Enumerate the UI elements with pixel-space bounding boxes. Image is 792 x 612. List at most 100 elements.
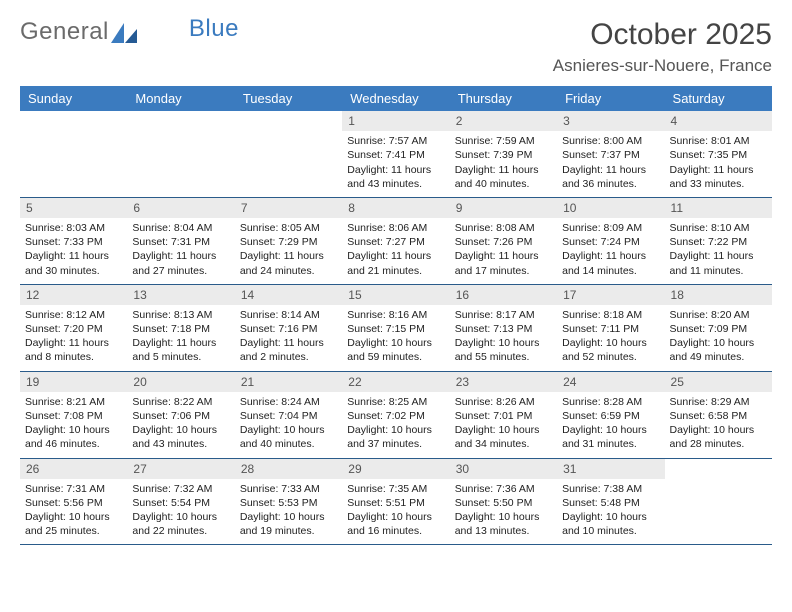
daylight-text: Daylight: 10 hours <box>347 423 444 437</box>
day-cell: 21Sunrise: 8:24 AMSunset: 7:04 PMDayligh… <box>235 372 342 458</box>
weekday-label: Friday <box>557 86 664 111</box>
daylight-text: Daylight: 10 hours <box>132 510 229 524</box>
sunset-text: Sunset: 5:51 PM <box>347 496 444 510</box>
day-cell: 3 Sunrise: 8:00 AMSunset: 7:37 PMDaylight… <box>557 111 664 197</box>
sunset-text: Sunset: 7:04 PM <box>240 409 337 423</box>
sunrise-text: Sunrise: 7:33 AM <box>240 482 337 496</box>
day-cell: 2 Sunrise: 7:59 AMSunset: 7:39 PMDaylight… <box>450 111 557 197</box>
daylight-text: Daylight: 11 hours <box>240 249 337 263</box>
sunrise-text: Sunrise: 7:35 AM <box>347 482 444 496</box>
daylight-text: and 46 minutes. <box>25 437 122 451</box>
day-details: Sunrise: 7:38 AMSunset: 5:48 PMDaylight:… <box>558 482 663 539</box>
daylight-text: Daylight: 10 hours <box>347 336 444 350</box>
day-details: Sunrise: 7:59 AMSunset: 7:39 PMDaylight:… <box>451 134 556 191</box>
day-cell: 26Sunrise: 7:31 AMSunset: 5:56 PMDayligh… <box>20 459 127 545</box>
sunset-text: Sunset: 7:33 PM <box>25 235 122 249</box>
daylight-text: and 14 minutes. <box>562 264 659 278</box>
day-number: 30 <box>450 459 557 479</box>
daylight-text: and 22 minutes. <box>132 524 229 538</box>
day-details: Sunrise: 8:05 AMSunset: 7:29 PMDaylight:… <box>236 221 341 278</box>
week-row: 1Sunrise: 7:57 AMSunset: 7:41 PMDaylight… <box>20 111 772 198</box>
day-cell: 19 Sunrise: 8:21 AMSunset: 7:08 PMDayligh… <box>20 372 127 458</box>
sunrise-text: Sunrise: 8:04 AM <box>132 221 229 235</box>
daylight-text: and 24 minutes. <box>240 264 337 278</box>
day-number: 14 <box>235 285 342 305</box>
day-cell: 28 Sunrise: 7:33 AMSunset: 5:53 PMDayligh… <box>235 459 342 545</box>
sunrise-text: Sunrise: 8:28 AM <box>562 395 659 409</box>
daylight-text: Daylight: 10 hours <box>562 510 659 524</box>
sunset-text: Sunset: 7:26 PM <box>455 235 552 249</box>
brand-logo: General Blue <box>20 18 239 46</box>
sunrise-text: Sunrise: 7:32 AM <box>132 482 229 496</box>
sunrise-text: Sunrise: 8:29 AM <box>670 395 767 409</box>
sunset-text: Sunset: 5:53 PM <box>240 496 337 510</box>
sunrise-text: Sunrise: 7:36 AM <box>455 482 552 496</box>
day-number: 27 <box>127 459 234 479</box>
day-cell <box>665 459 772 545</box>
daylight-text: and 28 minutes. <box>670 437 767 451</box>
day-number: 28 <box>235 459 342 479</box>
sunrise-text: Sunrise: 8:14 AM <box>240 308 337 322</box>
week-row: 19 Sunrise: 8:21 AMSunset: 7:08 PMDayligh… <box>20 372 772 459</box>
day-number: 3 <box>557 111 664 131</box>
day-details: Sunrise: 7:36 AMSunset: 5:50 PMDaylight:… <box>451 482 556 539</box>
day-cell: 8Sunrise: 8:06 AMSunset: 7:27 PMDaylight… <box>342 198 449 284</box>
sunrise-text: Sunrise: 8:20 AM <box>670 308 767 322</box>
daylight-text: Daylight: 10 hours <box>240 510 337 524</box>
daylight-text: and 40 minutes. <box>455 177 552 191</box>
brand-sail-icon <box>111 22 137 42</box>
day-details: Sunrise: 8:21 AMSunset: 7:08 PMDaylight:… <box>21 395 126 452</box>
day-cell: 4 Sunrise: 8:01 AMSunset: 7:35 PMDaylight… <box>665 111 772 197</box>
sunset-text: Sunset: 7:06 PM <box>132 409 229 423</box>
sunset-text: Sunset: 7:08 PM <box>25 409 122 423</box>
day-number: 4 <box>665 111 772 131</box>
sunset-text: Sunset: 7:29 PM <box>240 235 337 249</box>
daylight-text: Daylight: 11 hours <box>670 163 767 177</box>
day-cell: 16Sunrise: 8:17 AMSunset: 7:13 PMDayligh… <box>450 285 557 371</box>
sunrise-text: Sunrise: 7:59 AM <box>455 134 552 148</box>
sunrise-text: Sunrise: 8:10 AM <box>670 221 767 235</box>
sunset-text: Sunset: 7:20 PM <box>25 322 122 336</box>
day-number: 19 <box>20 372 127 392</box>
daylight-text: and 13 minutes. <box>455 524 552 538</box>
location-label: Asnieres-sur-Nouere, France <box>553 56 772 76</box>
day-number: 11 <box>665 198 772 218</box>
sunrise-text: Sunrise: 8:13 AM <box>132 308 229 322</box>
day-details: Sunrise: 8:00 AMSunset: 7:37 PMDaylight:… <box>558 134 663 191</box>
day-cell: 10Sunrise: 8:09 AMSunset: 7:24 PMDayligh… <box>557 198 664 284</box>
daylight-text: Daylight: 10 hours <box>455 510 552 524</box>
day-number: 8 <box>342 198 449 218</box>
day-number: 2 <box>450 111 557 131</box>
daylight-text: and 21 minutes. <box>347 264 444 278</box>
day-number: 17 <box>557 285 664 305</box>
daylight-text: and 36 minutes. <box>562 177 659 191</box>
day-cell: 30 Sunrise: 7:36 AMSunset: 5:50 PMDayligh… <box>450 459 557 545</box>
day-details: Sunrise: 7:35 AMSunset: 5:51 PMDaylight:… <box>343 482 448 539</box>
day-number: 16 <box>450 285 557 305</box>
sunrise-text: Sunrise: 8:26 AM <box>455 395 552 409</box>
day-number: 31 <box>557 459 664 479</box>
day-cell: 6Sunrise: 8:04 AMSunset: 7:31 PMDaylight… <box>127 198 234 284</box>
sunset-text: Sunset: 7:37 PM <box>562 148 659 162</box>
sunrise-text: Sunrise: 8:06 AM <box>347 221 444 235</box>
day-details: Sunrise: 8:24 AMSunset: 7:04 PMDaylight:… <box>236 395 341 452</box>
daylight-text: Daylight: 11 hours <box>670 249 767 263</box>
day-details: Sunrise: 8:14 AMSunset: 7:16 PMDaylight:… <box>236 308 341 365</box>
daylight-text: Daylight: 10 hours <box>347 510 444 524</box>
sunset-text: Sunset: 7:11 PM <box>562 322 659 336</box>
day-number: 23 <box>450 372 557 392</box>
daylight-text: and 30 minutes. <box>25 264 122 278</box>
sunrise-text: Sunrise: 8:12 AM <box>25 308 122 322</box>
day-details: Sunrise: 8:01 AMSunset: 7:35 PMDaylight:… <box>666 134 771 191</box>
daylight-text: and 52 minutes. <box>562 350 659 364</box>
daylight-text: and 37 minutes. <box>347 437 444 451</box>
day-number: 12 <box>20 285 127 305</box>
day-number: 1 <box>342 111 449 131</box>
sunset-text: Sunset: 6:58 PM <box>670 409 767 423</box>
day-details: Sunrise: 8:16 AMSunset: 7:15 PMDaylight:… <box>343 308 448 365</box>
sunrise-text: Sunrise: 8:25 AM <box>347 395 444 409</box>
day-number: 29 <box>342 459 449 479</box>
sunset-text: Sunset: 7:15 PM <box>347 322 444 336</box>
day-cell: 20Sunrise: 8:22 AMSunset: 7:06 PMDayligh… <box>127 372 234 458</box>
week-row: 5Sunrise: 8:03 AMSunset: 7:33 PMDaylight… <box>20 198 772 285</box>
